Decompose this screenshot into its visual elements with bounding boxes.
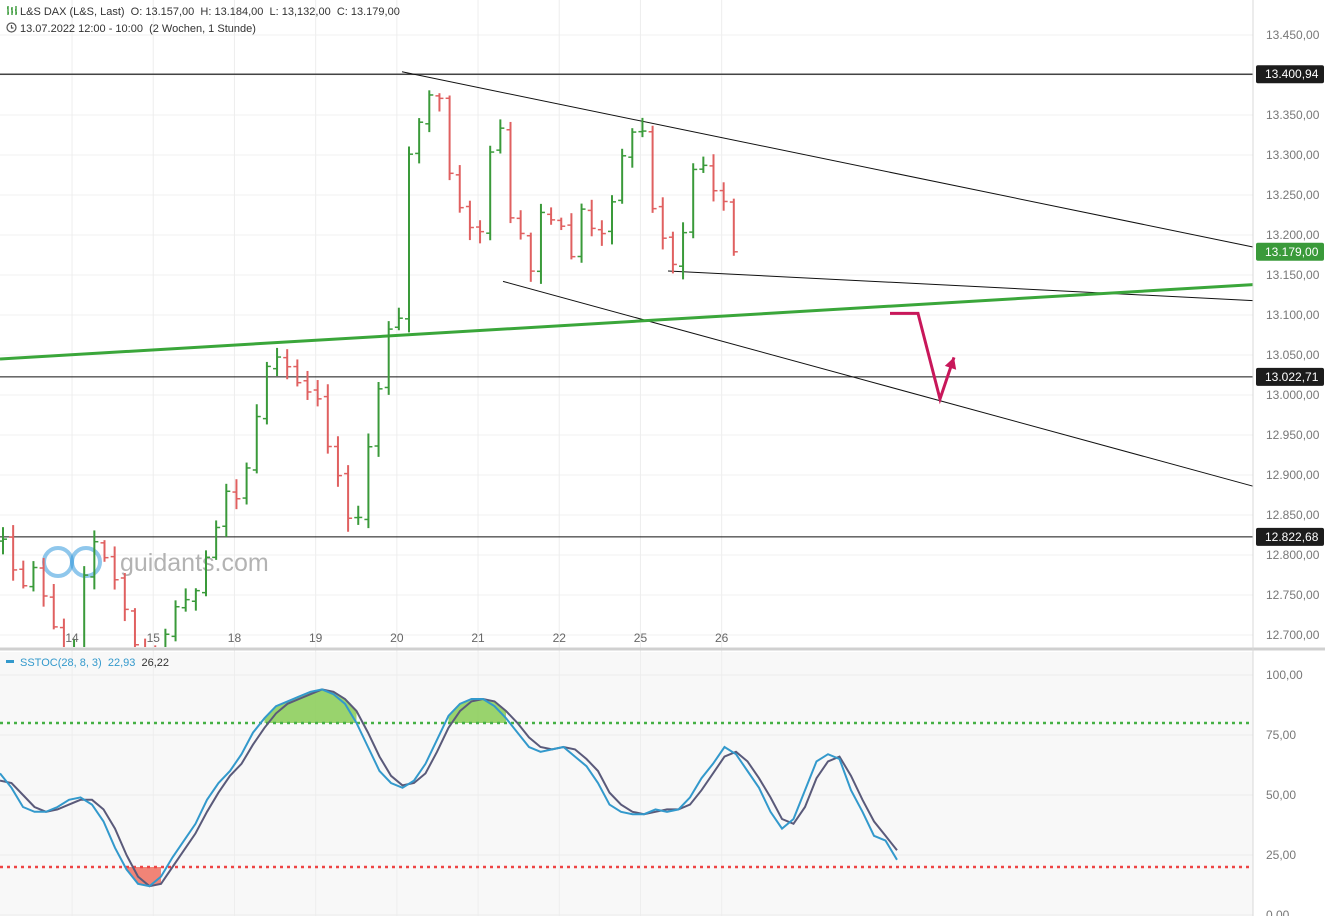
x-tick-label: 25 xyxy=(634,631,648,645)
header-symbol-row: L&S DAX (L&S, Last) O: 13.157,00 H: 13.1… xyxy=(6,5,400,19)
x-tick-label: 19 xyxy=(309,631,323,645)
price-tick-label: 12.950,00 xyxy=(1266,428,1320,442)
indicator-name: SSTOC(28, 8, 3) xyxy=(20,657,102,669)
clock-icon xyxy=(6,22,17,33)
x-tick-label: 14 xyxy=(65,631,79,645)
price-label: 13.179,00 xyxy=(1265,245,1319,259)
close-value: C: 13.179,00 xyxy=(336,6,400,18)
price-tick-label: 13.350,00 xyxy=(1266,108,1320,122)
price-tick-label: 12.800,00 xyxy=(1266,548,1320,562)
price-label-box xyxy=(1256,527,1324,546)
high-value: H: 13.184,00 xyxy=(200,6,264,18)
price-label-box xyxy=(1256,367,1324,386)
overbought-fill xyxy=(310,689,322,723)
x-tick-label: 15 xyxy=(147,631,161,645)
price-label-box xyxy=(1256,242,1324,261)
ohlc-bars-icon xyxy=(7,6,17,15)
price-tick-label: 13.300,00 xyxy=(1266,148,1320,162)
price-tick-label: 13.450,00 xyxy=(1266,28,1320,42)
open-value: O: 13.157,00 xyxy=(130,6,195,18)
indicator-color-swatch xyxy=(6,660,14,663)
price-tick-label: 13.050,00 xyxy=(1266,348,1320,362)
indicator-value-d: 26,22 xyxy=(141,657,170,669)
trendline-green[interactable] xyxy=(0,283,1254,361)
low-value: L: 13,132,00 xyxy=(269,6,331,18)
projection-arrow-head-icon xyxy=(944,357,957,370)
price-tick-label: 13.000,00 xyxy=(1266,388,1320,402)
price-tick-label: 13.200,00 xyxy=(1266,228,1320,242)
price-label: 13.022,71 xyxy=(1265,370,1319,384)
stoch-tick-label: 25,00 xyxy=(1266,848,1296,862)
overbought-fill xyxy=(448,703,460,723)
overbought-fill xyxy=(299,691,311,723)
x-tick-label: 22 xyxy=(553,631,567,645)
header-range-row: 13.07.2022 12:00 - 10:00 (2 Wochen, 1 St… xyxy=(6,22,256,36)
stoch-tick-label: 0,00 xyxy=(1266,908,1290,916)
trendline-upper[interactable] xyxy=(401,71,1254,248)
price-tick-label: 12.700,00 xyxy=(1266,628,1320,642)
price-label: 13.400,94 xyxy=(1265,67,1319,81)
symbol-label: L&S DAX (L&S, Last) xyxy=(20,6,125,18)
stoch-tick-label: 100,00 xyxy=(1266,668,1303,682)
date-range-label: 13.07.2022 12:00 - 10:00 xyxy=(20,23,143,35)
price-tick-label: 12.900,00 xyxy=(1266,468,1320,482)
indicator-legend: SSTOC(28, 8, 3) 22,93 26,22 xyxy=(6,656,169,670)
watermark-group: guidants.com xyxy=(42,546,269,578)
projection-arrow[interactable] xyxy=(890,311,956,405)
indicator-pane-bg xyxy=(0,652,1253,916)
trendline-lower[interactable] xyxy=(502,280,1254,487)
price-tick-label: 12.850,00 xyxy=(1266,508,1320,522)
stoch-tick-label: 50,00 xyxy=(1266,788,1296,802)
price-tick-label: 13.150,00 xyxy=(1266,268,1320,282)
x-tick-label: 20 xyxy=(390,631,404,645)
x-tick-label: 26 xyxy=(715,631,729,645)
overbought-fill xyxy=(322,689,334,723)
x-tick-label: 18 xyxy=(228,631,242,645)
price-label: 12.822,68 xyxy=(1265,530,1319,544)
watermark-logo-ring-icon xyxy=(70,546,102,578)
price-tick-label: 12.750,00 xyxy=(1266,588,1320,602)
price-tick-label: 13.250,00 xyxy=(1266,188,1320,202)
stoch-tick-label: 75,00 xyxy=(1266,728,1296,742)
stoch-k-line[interactable] xyxy=(0,688,898,888)
indicator-value-k: 22,93 xyxy=(107,657,136,669)
x-tick-label: 21 xyxy=(471,631,485,645)
price-label-box xyxy=(1256,65,1324,84)
interval-label: (2 Wochen, 1 Stunde) xyxy=(149,23,256,35)
watermark-text: guidants.com xyxy=(120,549,269,577)
trendline-flat[interactable] xyxy=(667,270,1254,302)
price-tick-label: 13.100,00 xyxy=(1266,308,1320,322)
oversold-fill xyxy=(149,867,161,887)
overbought-fill xyxy=(471,699,483,723)
oversold-fill xyxy=(138,867,150,887)
overbought-fill xyxy=(333,691,345,723)
